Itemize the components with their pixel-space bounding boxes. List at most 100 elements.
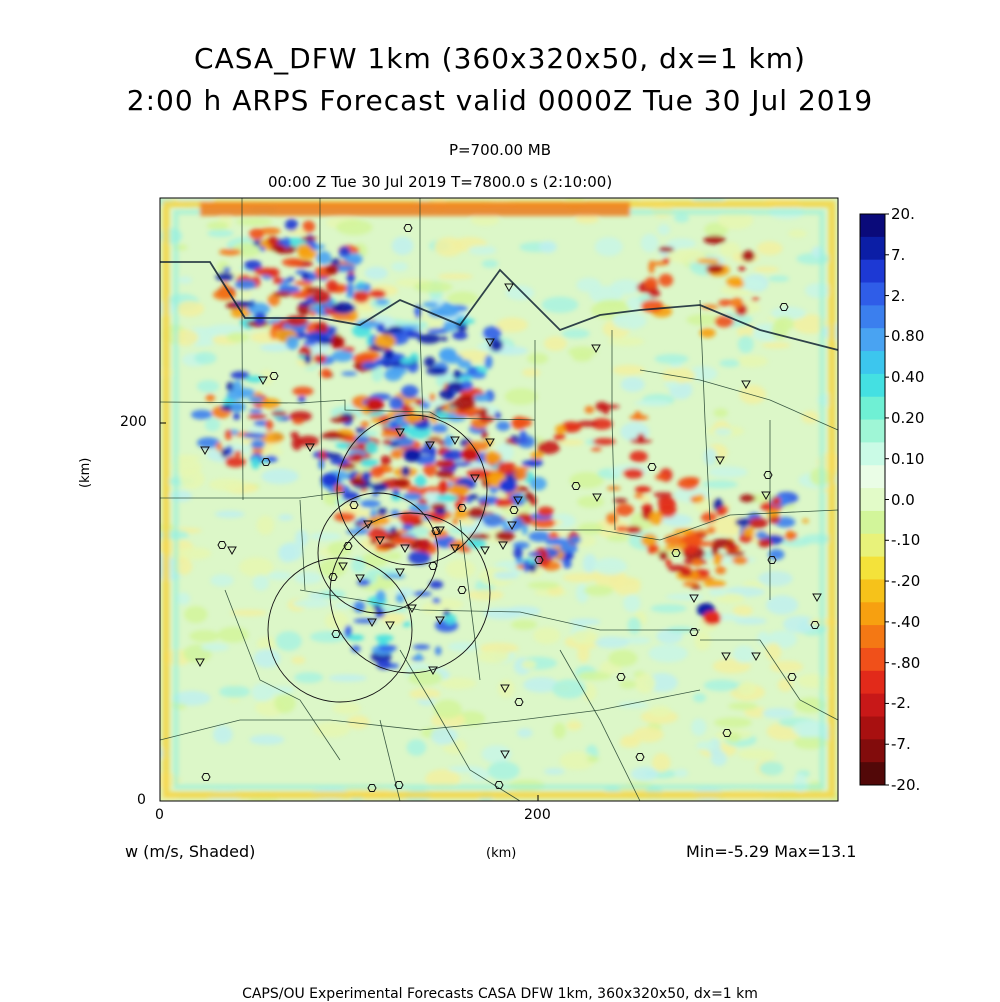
radar-ring [336, 414, 488, 566]
station-triangle [450, 436, 460, 446]
station-triangle [407, 604, 417, 614]
station-triangle [355, 574, 365, 584]
colorbar-swatch [860, 442, 885, 466]
station-triangle [812, 593, 822, 603]
border-line [319, 198, 323, 501]
border-line [699, 299, 711, 521]
station-triangle [485, 438, 495, 448]
colorbar-swatch [860, 670, 885, 695]
station-triangle [513, 496, 523, 506]
radar-ring [317, 492, 439, 614]
station-hexagon [647, 463, 657, 471]
colorbar-swatch [860, 716, 885, 740]
station-hexagon [457, 586, 467, 594]
border-line [299, 499, 306, 591]
border-line [419, 198, 424, 421]
colorbar-label: -.10 [891, 531, 921, 550]
station-hexagon [331, 630, 341, 638]
station-hexagon [269, 372, 279, 380]
station-hexagon [779, 303, 789, 311]
y-tick-label: 200 [120, 414, 147, 430]
station-triangle [195, 658, 205, 668]
colorbar-swatch [860, 282, 885, 306]
station-hexagon [571, 482, 581, 490]
station-triangle [485, 338, 495, 348]
colorbar-label: 2. [891, 286, 906, 305]
station-hexagon [787, 673, 797, 681]
station-triangle [428, 666, 438, 676]
station-hexagon [534, 556, 544, 564]
variable-label: w (m/s, Shaded) [125, 842, 256, 861]
station-triangle [227, 546, 237, 556]
county-borders [160, 198, 838, 801]
station-markers [195, 224, 822, 792]
station-triangle [504, 283, 514, 293]
station-triangle [200, 446, 210, 456]
station-triangle [338, 562, 348, 572]
station-triangle [385, 621, 395, 631]
colorbar-label: 0.80 [891, 327, 925, 346]
station-hexagon [509, 506, 519, 514]
station-hexagon [635, 753, 645, 761]
station-hexagon [428, 562, 438, 570]
y-tick-label: 0 [137, 792, 146, 808]
x-tick-label: 200 [524, 807, 551, 823]
colorbar-swatch [860, 373, 885, 398]
station-hexagon [616, 673, 626, 681]
w-field-shading [160, 198, 838, 801]
border-line [160, 399, 536, 421]
station-triangle [500, 750, 510, 760]
colorbar-label: 0.0 [891, 490, 915, 509]
colorbar-swatch [860, 579, 885, 603]
station-triangle [591, 344, 601, 354]
station-triangle [425, 441, 435, 451]
station-hexagon [349, 501, 359, 509]
colorbar-label: -.40 [891, 612, 921, 631]
station-hexagon [494, 781, 504, 789]
border-line [559, 649, 641, 801]
station-hexagon [431, 527, 441, 535]
border-line [160, 261, 838, 351]
station-triangle [480, 546, 490, 556]
station-triangle [367, 618, 377, 628]
colorbar-swatch [860, 556, 885, 580]
colorbar-label: -20. [891, 776, 921, 794]
x-tick-label: 0 [155, 807, 164, 823]
colorbar-swatch [860, 259, 885, 284]
x-axis-label: (km) [486, 846, 517, 861]
station-triangle [751, 652, 761, 662]
colorbar-label: -.20 [891, 572, 921, 591]
valid-time-label: 00:00 Z Tue 30 Jul 2019 T=7800.0 s (2:10… [268, 173, 613, 191]
colorbar-label: -.80 [891, 653, 921, 672]
colorbar-swatch [860, 328, 885, 352]
station-triangle [450, 544, 460, 554]
station-triangle [305, 443, 315, 453]
colorbar-label: 0.20 [891, 408, 925, 427]
colorbar-swatch [860, 693, 885, 717]
station-hexagon [767, 556, 777, 564]
plot-frame [159, 197, 839, 802]
station-hexagon [217, 541, 227, 549]
colorbar-swatch [860, 602, 885, 626]
station-hexagon [763, 471, 773, 479]
border-line [611, 330, 616, 531]
colorbar [859, 213, 889, 786]
colorbar-label: 7. [891, 245, 906, 264]
colorbar-swatch [860, 762, 885, 786]
station-triangle [258, 376, 268, 386]
colorbar-swatch [860, 533, 885, 558]
station-triangle [498, 541, 508, 551]
colorbar-swatch [860, 419, 885, 443]
station-hexagon [261, 458, 271, 466]
station-hexagon [367, 784, 377, 792]
station-hexagon [394, 781, 404, 789]
station-triangle [395, 568, 405, 578]
station-hexagon [671, 549, 681, 557]
footer-credit: CAPS/OU Experimental Forecasts CASA DFW … [242, 986, 758, 1002]
station-triangle [500, 684, 510, 694]
station-triangle [721, 652, 731, 662]
radar-ring [267, 557, 413, 703]
station-hexagon [689, 628, 699, 636]
colorbar-swatch [860, 625, 885, 649]
station-hexagon [457, 504, 467, 512]
